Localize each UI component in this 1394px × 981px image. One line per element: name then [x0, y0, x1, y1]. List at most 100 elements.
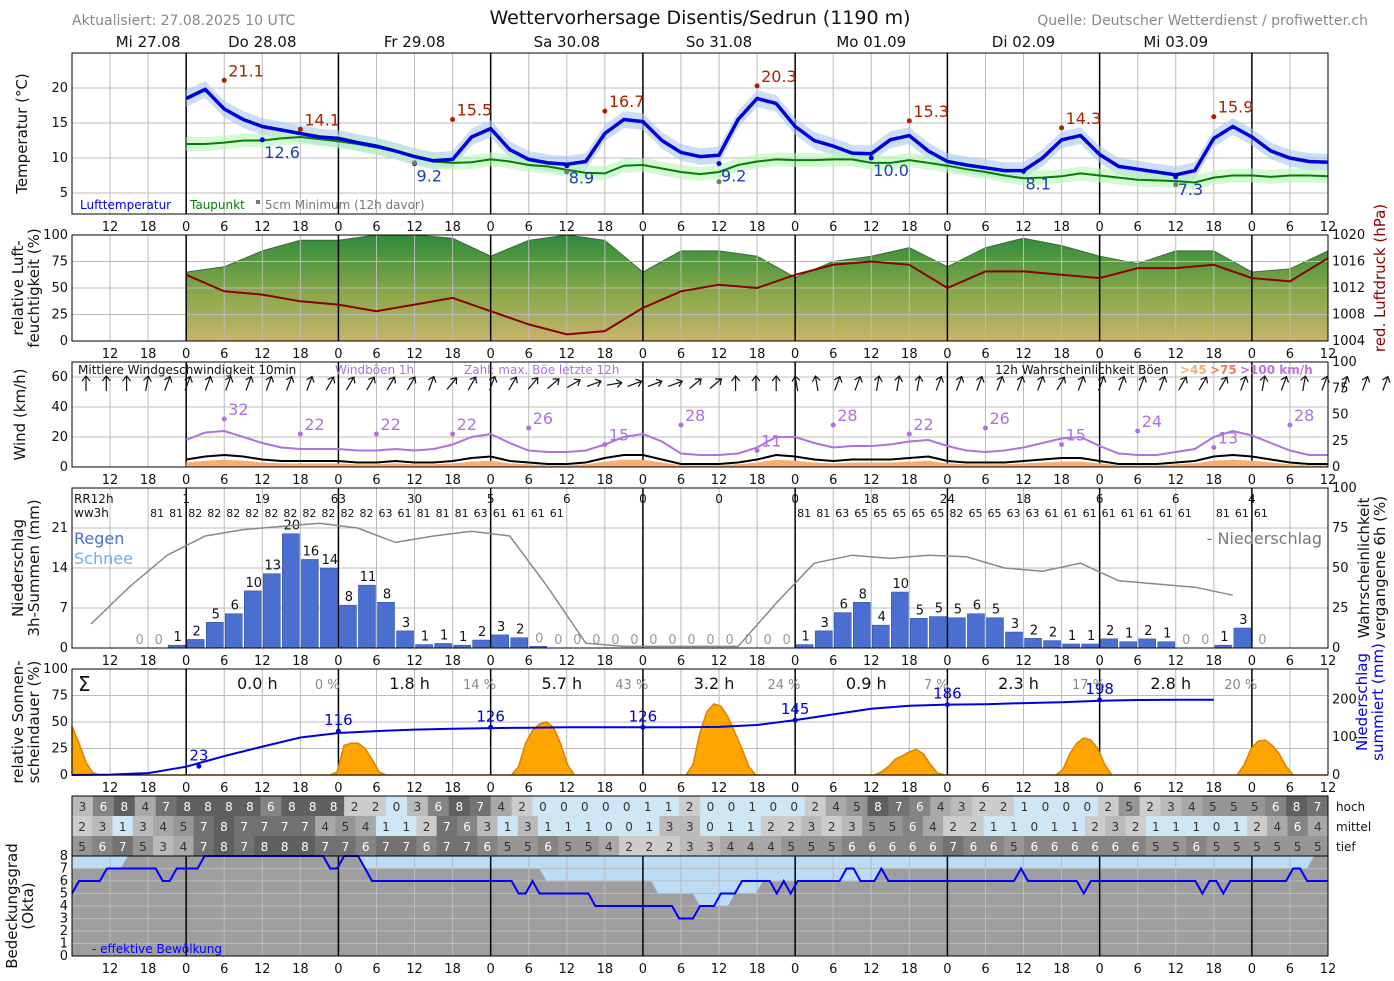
time-tick-label: 0 [182, 781, 190, 796]
ww3h-value: 82 [302, 507, 316, 520]
cloud-cell [456, 836, 478, 856]
cloud-cell [375, 836, 397, 856]
cloud-cell-value: 1 [1051, 820, 1059, 834]
cloud-cell-value: 7 [200, 840, 208, 854]
cloud-cell [197, 796, 220, 816]
cloud-cell-value: 2 [767, 820, 775, 834]
cloud-cell [943, 816, 964, 836]
arrow-shaft [1016, 376, 1024, 391]
time-tick-label: 0 [1095, 654, 1103, 669]
cloud-row-name: mittel [1336, 820, 1371, 834]
time-tick-label: 6 [981, 781, 989, 796]
precip-bar [1233, 627, 1252, 649]
cloud-cell-value: 6 [1193, 840, 1201, 854]
sunshine-day-hours: 2.8 h [1150, 674, 1191, 693]
precip-value-label: 5 [916, 603, 924, 618]
wind-axis-title-line: Wind (km/h) [11, 368, 29, 460]
cloud-cell-value: 0 [728, 800, 736, 814]
ww3h-value: 82 [949, 507, 963, 520]
cloud-cell [1145, 816, 1167, 836]
cloud-cell [436, 816, 458, 836]
precip-prob-axis-title-line: Wahrscheinlichkeit [1355, 498, 1373, 639]
cloud-cell-value: 6 [544, 840, 552, 854]
cloud-cell-value: 1 [990, 820, 998, 834]
precip-value-label: 0 [611, 633, 619, 648]
cloud-cell-value: 4 [362, 820, 370, 834]
precip-value-label: 0 [1182, 633, 1190, 648]
time-tick-label: 12 [559, 220, 576, 235]
ww3h-value: 65 [911, 507, 925, 520]
cloud-cell [113, 796, 136, 816]
time-tick-label: 18 [901, 654, 918, 669]
arrow-head [245, 375, 254, 383]
precip-bar [1024, 638, 1042, 649]
time-tick-label: 12 [406, 220, 423, 235]
time-tick-label: 12 [1320, 473, 1337, 488]
cloud-cell [1034, 796, 1057, 816]
precip-bar [1043, 640, 1061, 649]
cloud-cell-value: 4 [180, 840, 188, 854]
precip-value-label: 1 [1220, 630, 1228, 645]
time-tick-label: 18 [140, 347, 157, 362]
cloud-cell [274, 836, 296, 856]
cloud-cell-value: 5 [828, 840, 836, 854]
arrow-head [1058, 376, 1066, 384]
precip-bar [186, 639, 205, 649]
time-tick-label: 18 [140, 781, 157, 796]
cloud-cell [134, 796, 157, 816]
cloud-cell-value: 5 [1274, 840, 1282, 854]
cloud-cell-value: 5 [1253, 840, 1261, 854]
max-gust-dot [1287, 422, 1293, 428]
arrow-shaft [366, 376, 375, 391]
wind-direction-arrow [527, 377, 539, 390]
cloud-cell-value: 0 [1213, 820, 1221, 834]
cloud-cell [821, 816, 843, 836]
wind-direction-arrow [345, 376, 356, 391]
min-temp-dot [1021, 168, 1027, 174]
total-cloud-frame [71, 855, 1329, 957]
wind-direction-arrow [285, 375, 295, 391]
cloud-cell-value: 4 [1314, 820, 1322, 834]
precip-value-label: 2 [516, 623, 524, 638]
arrow-head [635, 378, 643, 388]
cum-precip-label: 126 [476, 707, 505, 725]
cloud-cell-value: 1 [1193, 820, 1201, 834]
legend-dew: Taupunkt [189, 198, 245, 212]
cloud-row-name: hoch [1336, 800, 1365, 814]
arrow-head [285, 375, 295, 383]
cloud-cell-value: 1 [646, 820, 654, 834]
time-tick-label: 0 [1095, 962, 1103, 977]
min-temp-dot [716, 161, 722, 167]
precip-value-label: 0 [154, 633, 162, 648]
arrow-shaft [996, 376, 1003, 391]
time-tick-label: 6 [1134, 473, 1142, 488]
time-tick-label: 18 [749, 654, 766, 669]
cloud-cell-value: 1 [565, 820, 573, 834]
time-tick-label: 0 [1095, 473, 1103, 488]
time-tick-label: 0 [1095, 781, 1103, 796]
cloud-cell [963, 816, 985, 836]
time-tick-label: 12 [711, 781, 728, 796]
cum-precip-label: 198 [1085, 680, 1114, 698]
arrow-head [488, 375, 498, 383]
cloud-cell [218, 796, 240, 816]
left-tick-label: 21 [51, 521, 68, 536]
wind-direction-arrow [1341, 375, 1350, 391]
time-tick-label: 12 [559, 347, 576, 362]
cloud-cell [762, 796, 785, 816]
cloud-cell-value: 2 [979, 800, 987, 814]
cloud-cell [1206, 816, 1228, 836]
precip-value-label: 8 [859, 587, 867, 602]
sunshine-day-hours: 3.2 h [694, 674, 735, 693]
cloud-cell-value: 7 [200, 820, 208, 834]
time-tick-label: 6 [220, 473, 228, 488]
arrow-shaft [1382, 376, 1389, 391]
time-tick-label: 6 [1134, 220, 1142, 235]
sunshine-axis-title: relative Sonnen-scheindauer (%) [9, 660, 43, 783]
wind-direction-arrow [1178, 376, 1188, 391]
cloud-cell-value: 5 [1213, 840, 1221, 854]
precip-value-label: 8 [345, 590, 353, 605]
cloud-cell-value: 4 [929, 820, 937, 834]
cloud-cell [1244, 796, 1266, 816]
cloud-cell-value: 0 [539, 800, 547, 814]
